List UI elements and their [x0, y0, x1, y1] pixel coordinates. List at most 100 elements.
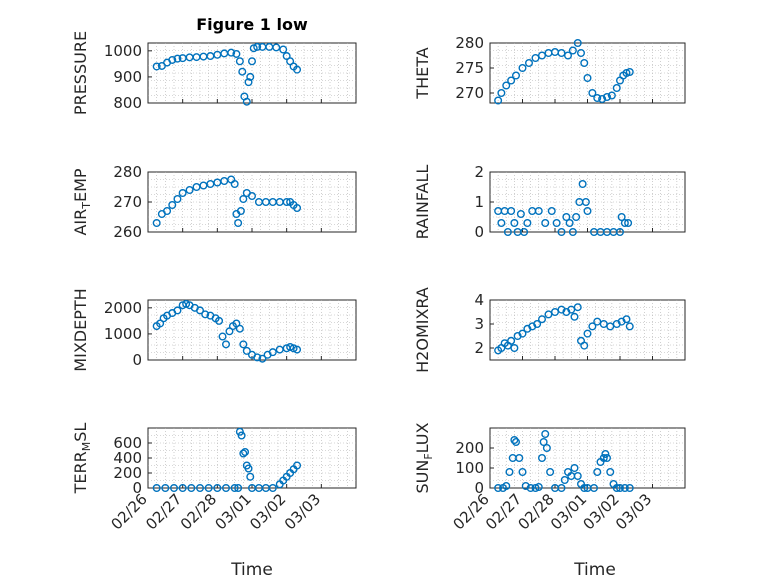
- y-tick-label: 100: [455, 459, 484, 477]
- subplot-3: 260 270 280 AIRTEMP: [71, 163, 357, 241]
- data-point: [247, 191, 256, 200]
- data-point: [502, 482, 511, 491]
- data-point: [221, 484, 230, 493]
- data-point: [551, 308, 560, 317]
- data-point: [512, 71, 521, 80]
- subplot-6: 2 3 4 H2OMIXRA: [413, 287, 686, 373]
- data-point: [520, 227, 529, 236]
- data-point: [542, 444, 551, 453]
- data-point: [246, 72, 255, 81]
- data-point: [258, 354, 267, 363]
- data-point: [601, 450, 610, 459]
- data-point: [570, 312, 579, 321]
- data-point: [588, 88, 597, 97]
- data-point: [268, 484, 277, 493]
- data-point: [494, 484, 503, 493]
- data-point: [518, 63, 527, 72]
- data-point: [286, 342, 295, 351]
- y-tick-label: 260: [113, 223, 142, 241]
- data-point: [593, 93, 602, 102]
- data-point: [239, 194, 248, 203]
- data-point: [625, 484, 634, 493]
- data-point: [161, 484, 170, 493]
- data-point: [235, 57, 244, 66]
- data-point: [279, 45, 288, 54]
- data-point: [507, 76, 516, 85]
- data-point: [562, 212, 571, 221]
- subplot-2: 270 275 280 THETA: [413, 34, 686, 105]
- data-point: [242, 346, 251, 355]
- data-point: [583, 73, 592, 82]
- y-tick-label: 1: [474, 193, 484, 211]
- data-point: [567, 305, 576, 314]
- data-point: [293, 203, 302, 212]
- data-point: [169, 484, 178, 493]
- data-point: [221, 340, 230, 349]
- subplot-1: 800 900 1000 PRESSURE: [71, 31, 357, 115]
- data-point: [152, 218, 161, 227]
- data-point: [521, 482, 530, 491]
- data-point: [525, 59, 534, 68]
- data-point: [237, 431, 246, 440]
- data-point: [236, 206, 245, 215]
- data-point: [625, 67, 634, 76]
- data-point: [289, 344, 298, 353]
- data-point: [234, 218, 243, 227]
- data-point: [293, 461, 302, 470]
- y-tick-label: 2: [474, 339, 484, 357]
- data-point: [163, 206, 172, 215]
- data-point: [244, 78, 253, 87]
- data-point: [568, 227, 577, 236]
- data-point: [580, 484, 589, 493]
- y-tick-label: 270: [455, 84, 484, 102]
- data-point: [577, 49, 586, 58]
- data-point: [187, 484, 196, 493]
- data-point: [544, 310, 553, 319]
- y-tick-label: 900: [113, 68, 142, 86]
- y-axis-label: PRESSURE: [71, 31, 90, 115]
- data-point: [497, 218, 506, 227]
- data-point: [201, 310, 210, 319]
- data-point: [603, 92, 612, 101]
- data-point: [239, 449, 248, 458]
- y-tick-label: 275: [455, 59, 484, 77]
- y-tick-label: 270: [113, 193, 142, 211]
- x-axis-label-right: Time: [573, 560, 616, 580]
- data-point: [173, 194, 182, 203]
- data-point: [588, 322, 597, 331]
- data-point: [534, 483, 543, 492]
- data-point: [568, 46, 577, 55]
- data-point: [518, 329, 527, 338]
- data-point: [593, 468, 602, 477]
- data-point: [547, 206, 556, 215]
- data-point: [230, 179, 239, 188]
- data-point: [293, 65, 302, 74]
- data-point: [173, 306, 182, 315]
- y-axis-label: MIXDEPTH: [71, 288, 90, 371]
- data-point: [510, 218, 519, 227]
- data-point: [185, 185, 194, 194]
- y-tick-label: 800: [113, 94, 142, 112]
- y-tick-label: 280: [455, 34, 484, 52]
- data-point: [234, 484, 243, 493]
- data-point: [152, 484, 161, 493]
- data-point: [617, 212, 626, 221]
- data-point: [512, 438, 521, 447]
- y-tick-label: 2000: [104, 299, 142, 317]
- data-point: [593, 317, 602, 326]
- data-point: [218, 332, 227, 341]
- data-point: [533, 320, 542, 329]
- y-tick-label: 3: [474, 315, 484, 333]
- data-point: [246, 472, 255, 481]
- data-point: [195, 306, 204, 315]
- data-point: [573, 39, 582, 48]
- data-point: [616, 227, 625, 236]
- data-point: [182, 299, 191, 308]
- data-point: [580, 59, 589, 68]
- data-point: [232, 49, 241, 58]
- data-point: [507, 206, 516, 215]
- data-point: [195, 484, 204, 493]
- y-axis-label: AIRTEMP: [71, 168, 93, 235]
- data-point: [541, 430, 550, 439]
- data-point: [599, 454, 608, 463]
